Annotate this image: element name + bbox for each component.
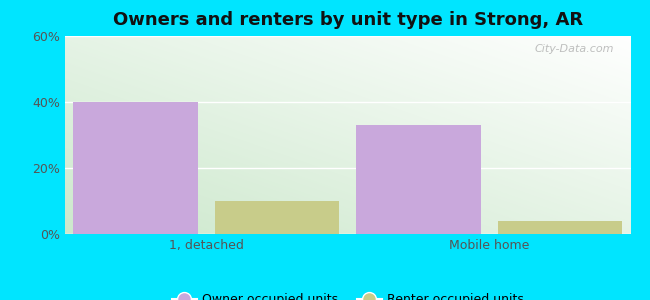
Bar — [73, 102, 198, 234]
Bar — [215, 201, 339, 234]
Bar — [356, 125, 480, 234]
Bar — [498, 221, 622, 234]
Legend: Owner occupied units, Renter occupied units: Owner occupied units, Renter occupied un… — [167, 288, 528, 300]
Title: Owners and renters by unit type in Strong, AR: Owners and renters by unit type in Stron… — [112, 11, 583, 29]
Text: City-Data.com: City-Data.com — [534, 44, 614, 54]
